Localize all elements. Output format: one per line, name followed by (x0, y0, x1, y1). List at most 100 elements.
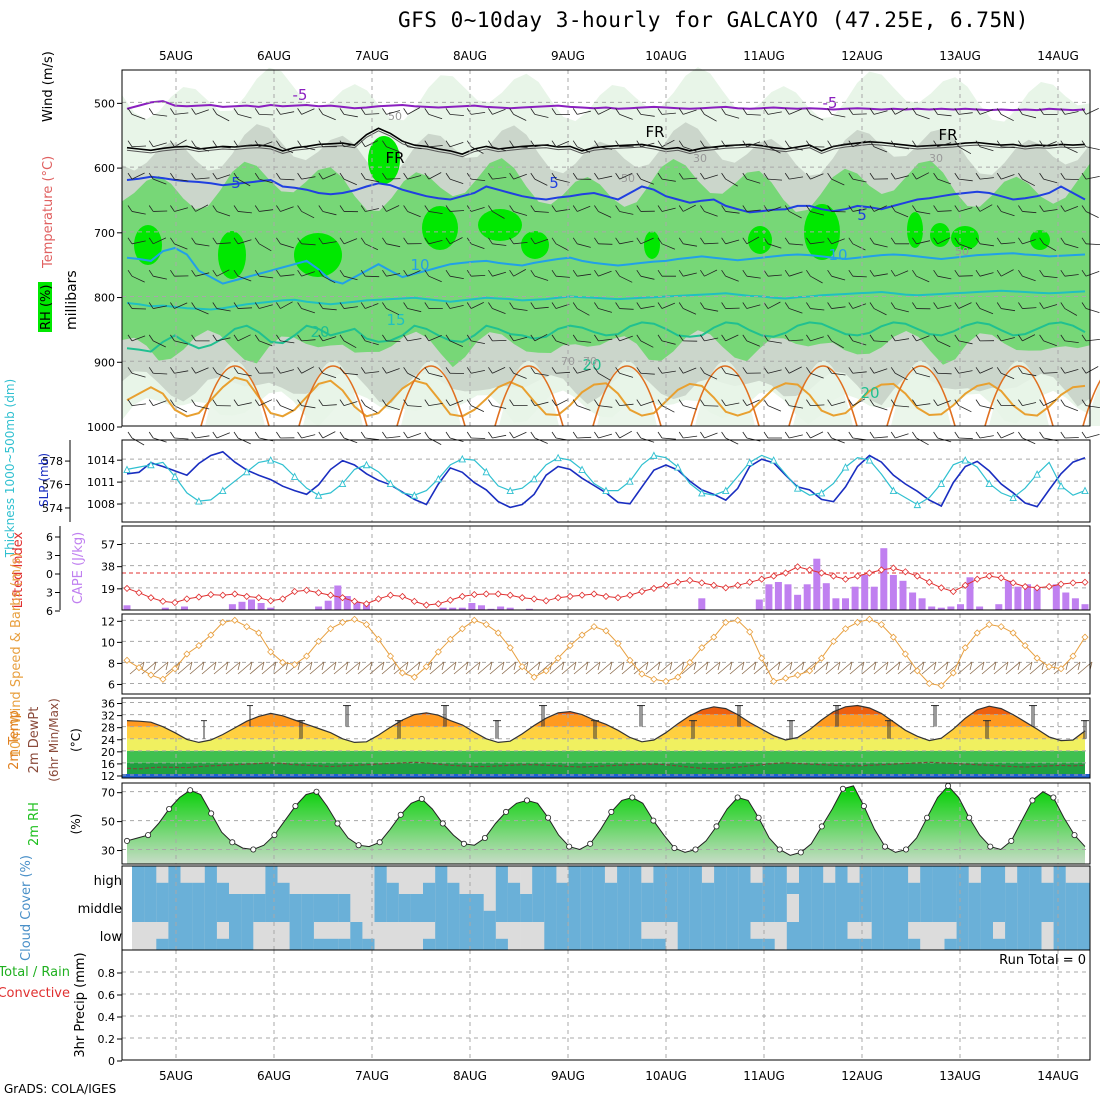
barb (683, 243, 698, 247)
thickness-point (290, 472, 299, 480)
lifted-index-point (267, 597, 275, 605)
barb (1064, 274, 1079, 277)
barb (365, 275, 380, 278)
wind-speed-point (518, 663, 526, 671)
barb (555, 178, 570, 183)
cloud-cell (641, 938, 654, 950)
barb-flag (848, 302, 854, 309)
ylabel-cape: CAPE (J/kg) (71, 532, 86, 604)
wind10m-ytick-12-label: 12 (101, 615, 115, 628)
barb-flag (445, 108, 451, 115)
surface-wind-barb-flag (573, 661, 577, 671)
cloud-cell (495, 894, 509, 922)
cloud-cell (665, 894, 679, 922)
lifted-index-point (961, 581, 969, 589)
barb-flag (127, 108, 133, 115)
contour-label-14: 30 (693, 152, 707, 165)
barb-flag (276, 367, 281, 374)
barb (322, 173, 336, 180)
barb-flag (339, 172, 345, 180)
cloud-cell (714, 922, 727, 950)
ylabel-cloud: Cloud Cover (%) (19, 855, 34, 961)
barb-flag (615, 140, 620, 147)
barb (1022, 239, 1036, 245)
rh-cell-9 (804, 204, 840, 260)
wind-speed-point (794, 671, 802, 679)
barb-flag (488, 140, 493, 147)
rh-cell-2 (294, 233, 342, 277)
rh2m-point (1029, 797, 1036, 804)
barb-flag (339, 269, 345, 277)
barb (895, 308, 909, 313)
surface-wind-barb-flag (321, 661, 325, 671)
barb-flag (912, 431, 917, 439)
cloud-cell (1065, 882, 1079, 894)
cloud-cell-bg (459, 866, 472, 894)
surface-wind-barb-flag (789, 661, 793, 671)
barb-flag (233, 237, 239, 245)
barb (810, 113, 824, 121)
cape-bar (794, 594, 802, 610)
lifted-index-point (338, 594, 347, 602)
cloud-cell (896, 894, 909, 922)
cape-bar (937, 607, 945, 610)
lifted-index-point (279, 595, 287, 603)
cloud-cell (677, 894, 691, 922)
barb (852, 275, 867, 278)
cloud-cell (689, 922, 703, 950)
barb (937, 113, 952, 117)
barb (810, 211, 825, 216)
cape-bar (267, 607, 275, 610)
wind-speed-point (877, 620, 885, 629)
wind-speed-point (985, 620, 993, 629)
surface-wind-barb-flag (369, 661, 373, 671)
cloud-cell (1005, 882, 1018, 894)
contour-label-12: 20 (582, 356, 601, 374)
wind-speed-point (470, 616, 478, 624)
barb-flag (509, 334, 514, 342)
cloud-cell (617, 922, 630, 950)
wind-speed-point (183, 650, 191, 658)
barb (322, 372, 337, 379)
barb (1022, 372, 1037, 377)
cloud-cell (192, 894, 206, 922)
cloud-cell (714, 894, 727, 922)
rh2m-point (566, 843, 573, 850)
barb (789, 211, 802, 219)
barb-flag (297, 302, 302, 309)
barb-flag (912, 140, 917, 147)
barb-flag (975, 334, 981, 342)
barb-flag (954, 108, 960, 115)
cloud-cell-bg (410, 866, 424, 894)
barb-flag (594, 367, 599, 374)
barb-flag (742, 172, 748, 180)
barb (216, 337, 231, 342)
date-label-bottom-1: 6AUG (257, 1069, 291, 1083)
barb (958, 340, 973, 345)
cloud-cell (204, 894, 218, 922)
barb (640, 113, 655, 117)
precip-ytick-0.4-label: 0.4 (98, 1011, 116, 1024)
wind-speed-point (566, 642, 574, 650)
barb-flag (1081, 399, 1087, 406)
surface-wind-barb (729, 661, 745, 675)
barb (852, 178, 867, 183)
wind-speed-point (255, 629, 263, 637)
barb-flag (912, 399, 917, 406)
cloud-cell (216, 938, 230, 950)
barb-flag (191, 334, 196, 342)
surface-wind-barb (669, 661, 685, 675)
barb (407, 308, 422, 313)
barb-flag (869, 140, 875, 147)
barb (386, 368, 400, 374)
cloud-cell (859, 938, 873, 950)
barb (725, 178, 738, 187)
cloud-cell-bg (338, 866, 351, 894)
lifted-index-point (147, 594, 155, 602)
surface-wind-barb (885, 661, 901, 675)
barb-flag (975, 172, 981, 180)
contour-label-20: 50 (955, 245, 969, 258)
barb (619, 403, 634, 407)
cloud-cell-bg (277, 922, 290, 950)
